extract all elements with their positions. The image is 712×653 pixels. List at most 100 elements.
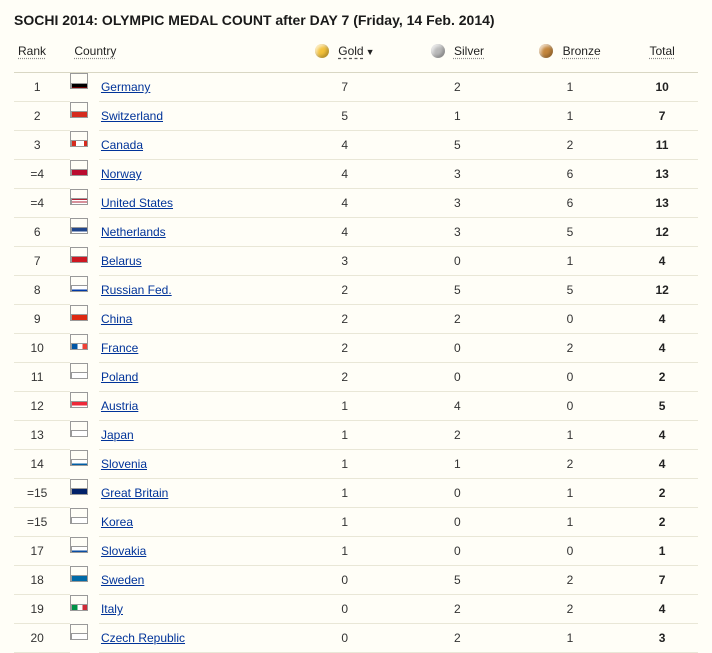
flag-cell — [70, 305, 88, 321]
table-row: 2Switzerland5117 — [14, 102, 698, 131]
flag-icon — [71, 633, 88, 639]
table-row: 17Slovakia1001 — [14, 537, 698, 566]
rank-cell: 13 — [14, 421, 70, 450]
silver-cell: 3 — [401, 218, 514, 247]
total-cell: 7 — [626, 566, 698, 595]
rank-cell: 11 — [14, 363, 70, 392]
table-row: 12Austria1405 — [14, 392, 698, 421]
country-cell: Canada — [99, 131, 288, 160]
gold-cell: 4 — [288, 218, 401, 247]
bronze-cell: 2 — [514, 450, 627, 479]
gold-cell: 2 — [288, 363, 401, 392]
bronze-cell: 2 — [514, 595, 627, 624]
total-cell: 12 — [626, 218, 698, 247]
bronze-cell: 6 — [514, 189, 627, 218]
flag-cell — [70, 624, 88, 640]
country-cell: Switzerland — [99, 102, 288, 131]
bronze-cell: 0 — [514, 363, 627, 392]
gold-cell: 2 — [288, 305, 401, 334]
total-cell: 7 — [626, 102, 698, 131]
rank-cell: =4 — [14, 189, 70, 218]
table-row: 9China2204 — [14, 305, 698, 334]
country-link[interactable]: Canada — [101, 138, 143, 152]
country-link[interactable]: United States — [101, 196, 173, 210]
flag-cell — [70, 566, 88, 582]
rank-cell: 12 — [14, 392, 70, 421]
bronze-cell: 5 — [514, 276, 627, 305]
table-row: 19Italy0224 — [14, 595, 698, 624]
country-cell: United States — [99, 189, 288, 218]
country-link[interactable]: France — [101, 341, 138, 355]
total-cell: 4 — [626, 421, 698, 450]
country-link[interactable]: Japan — [101, 428, 134, 442]
table-row: 10France2024 — [14, 334, 698, 363]
flag-icon — [71, 604, 88, 610]
country-link[interactable]: Czech Republic — [101, 631, 185, 645]
flag-icon — [71, 140, 88, 146]
country-link[interactable]: Germany — [101, 80, 150, 94]
silver-cell: 5 — [401, 131, 514, 160]
gold-cell: 2 — [288, 276, 401, 305]
country-link[interactable]: Slovenia — [101, 457, 147, 471]
table-row: 18Sweden0527 — [14, 566, 698, 595]
country-link[interactable]: Italy — [101, 602, 123, 616]
table-row: 20Czech Republic0213 — [14, 624, 698, 653]
total-cell: 4 — [626, 247, 698, 276]
silver-cell: 4 — [401, 392, 514, 421]
country-link[interactable]: Great Britain — [101, 486, 168, 500]
rank-cell: 19 — [14, 595, 70, 624]
total-cell: 1 — [626, 537, 698, 566]
silver-cell: 0 — [401, 508, 514, 537]
rank-cell: =15 — [14, 508, 70, 537]
gold-cell: 3 — [288, 247, 401, 276]
rank-cell: 1 — [14, 73, 70, 102]
country-link[interactable]: Netherlands — [101, 225, 166, 239]
country-link[interactable]: Austria — [101, 399, 138, 413]
silver-cell: 2 — [401, 73, 514, 102]
bronze-cell: 2 — [514, 131, 627, 160]
total-cell: 10 — [626, 73, 698, 102]
rank-cell: 18 — [14, 566, 70, 595]
flag-cell — [70, 160, 88, 176]
flag-cell — [70, 595, 88, 611]
bronze-cell: 1 — [514, 247, 627, 276]
flag-icon — [71, 546, 88, 552]
silver-cell: 1 — [401, 450, 514, 479]
gold-cell: 0 — [288, 624, 401, 653]
col-header-silver[interactable]: Silver — [401, 38, 514, 73]
country-link[interactable]: Norway — [101, 167, 142, 181]
rank-cell: 8 — [14, 276, 70, 305]
total-cell: 11 — [626, 131, 698, 160]
country-link[interactable]: Belarus — [101, 254, 142, 268]
col-header-country[interactable]: Country — [70, 38, 288, 73]
flag-icon — [71, 575, 88, 581]
col-header-gold[interactable]: Gold▼ — [288, 38, 401, 73]
col-header-bronze[interactable]: Bronze — [514, 38, 627, 73]
bronze-cell: 2 — [514, 566, 627, 595]
total-cell: 4 — [626, 450, 698, 479]
rank-cell: 9 — [14, 305, 70, 334]
gold-cell: 1 — [288, 537, 401, 566]
country-link[interactable]: Poland — [101, 370, 138, 384]
table-row: 7Belarus3014 — [14, 247, 698, 276]
country-link[interactable]: Sweden — [101, 573, 144, 587]
country-link[interactable]: Slovakia — [101, 544, 146, 558]
country-cell: Slovakia — [99, 537, 288, 566]
page-title: SOCHI 2014: OLYMPIC MEDAL COUNT after DA… — [14, 10, 698, 38]
country-link[interactable]: Korea — [101, 515, 133, 529]
total-cell: 2 — [626, 508, 698, 537]
flag-cell — [70, 421, 88, 437]
col-header-rank[interactable]: Rank — [14, 38, 70, 73]
col-header-total[interactable]: Total — [626, 38, 698, 73]
sort-desc-icon: ▼ — [366, 47, 375, 57]
country-link[interactable]: Switzerland — [101, 109, 163, 123]
flag-icon — [71, 256, 88, 262]
flag-icon — [71, 198, 88, 204]
country-link[interactable]: Russian Fed. — [101, 283, 172, 297]
silver-cell: 0 — [401, 479, 514, 508]
flag-icon — [71, 517, 88, 523]
country-cell: Italy — [99, 595, 288, 624]
flag-icon — [71, 83, 88, 89]
country-link[interactable]: China — [101, 312, 132, 326]
bronze-cell: 1 — [514, 479, 627, 508]
